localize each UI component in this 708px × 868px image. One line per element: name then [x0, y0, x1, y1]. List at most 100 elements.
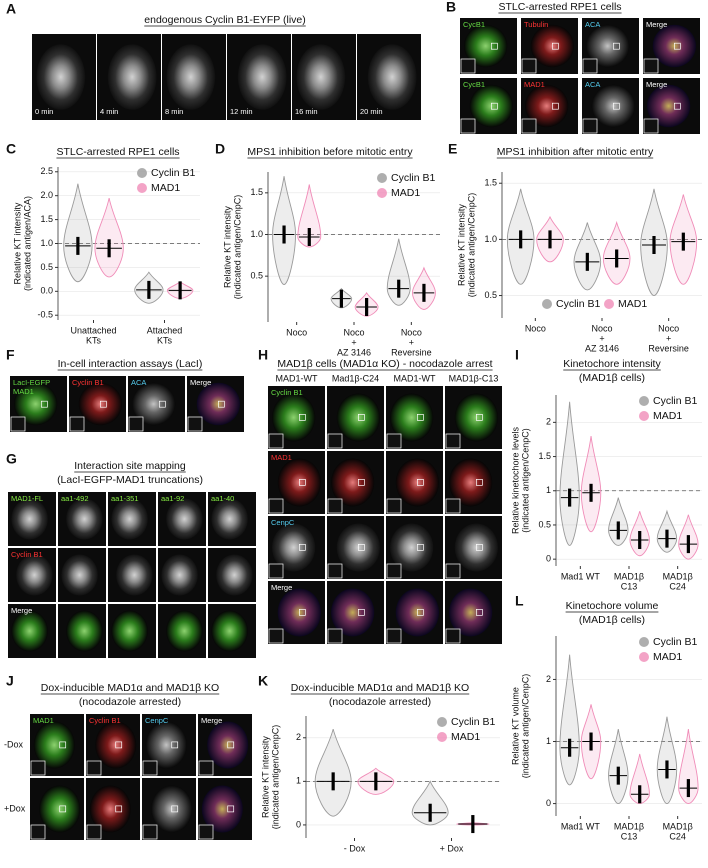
channel-caption: MAD1 [13, 387, 34, 396]
y-tick-label: 0.5 [40, 262, 53, 272]
inset-box [40, 400, 48, 408]
channel-caption: 16 min [295, 107, 318, 116]
inset [386, 498, 402, 514]
inset [187, 416, 203, 432]
cell-signal [36, 44, 86, 110]
cell-signal [330, 458, 375, 507]
y-tick-label: 0 [546, 554, 551, 564]
column-header: Mad1β-C24 [332, 373, 379, 383]
x-tick-label: Mad1 WT [561, 821, 601, 831]
inset-box [476, 608, 483, 616]
channel-caption: Cyclin B1 [271, 388, 303, 397]
cell-signal [585, 24, 630, 68]
cell-signal [296, 44, 346, 110]
inset [142, 760, 158, 776]
inset [69, 416, 85, 432]
legend-label: MAD1 [653, 651, 682, 663]
violin [678, 729, 699, 805]
cell-signal [33, 721, 75, 769]
inset-box [417, 608, 424, 616]
legend-swatch [137, 168, 147, 178]
panel-subtitle: (LacI-EGFP-MAD1 truncations) [57, 474, 203, 486]
inset-box [358, 543, 365, 551]
x-tick-label: C13 [621, 831, 638, 841]
channel-caption: CycB1 [463, 80, 485, 89]
inset-box [612, 42, 620, 50]
chart-subtitle: (MAD1β cells) [579, 614, 645, 626]
panel-title: Interaction site mapping [74, 460, 186, 472]
cell-signal [330, 588, 375, 637]
channel-caption: CycB1 [463, 20, 485, 29]
panel-label: F [6, 347, 15, 363]
x-tick-label: MAD1β [663, 821, 693, 831]
legend-swatch [137, 183, 147, 193]
channel-caption: aa1-351 [111, 494, 139, 503]
channel-caption: Cyclin B1 [72, 378, 104, 387]
y-axis-label: (indicated antigen/CenpC) [520, 674, 530, 779]
chart-subtitle: (nocodazole arrested) [329, 696, 431, 708]
inset-box [299, 543, 306, 551]
legend-swatch [639, 411, 649, 421]
chart-title: Kinetochore volume [566, 600, 659, 612]
cell-signal [271, 393, 316, 442]
channel-caption: Cyclin B1 [11, 550, 43, 559]
inset [327, 628, 343, 644]
x-tick-label: C24 [669, 581, 686, 591]
y-axis-label: Relative KT intensity [456, 204, 466, 286]
y-tick-label: 2 [546, 674, 551, 684]
y-axis-label: Relative KT volume [510, 687, 520, 765]
violin [608, 729, 629, 805]
y-tick-label: 1.5 [484, 178, 497, 188]
inset-box [227, 741, 235, 749]
column-header: MAD1-WT [276, 373, 318, 383]
inset-box [476, 543, 483, 551]
legend-label: MAD1 [451, 731, 480, 743]
cell-signal [161, 554, 198, 596]
channel-caption: ACA [585, 20, 600, 29]
x-tick-label: Unattached [70, 325, 116, 335]
legend-swatch [604, 299, 614, 309]
panel-title: MAD1β cells (MAD1α KO) - nocodazole arre… [277, 358, 492, 370]
inset-box [551, 42, 559, 50]
panel-title: endogenous Cyclin B1-EYFP (live) [144, 14, 305, 26]
cell-signal [13, 382, 58, 426]
y-axis-label: (indicated antigen/CenpC) [466, 193, 476, 298]
y-tick-label: 1.0 [40, 238, 53, 248]
cell-signal [211, 610, 248, 652]
inset-box [417, 414, 424, 421]
inset [30, 824, 46, 840]
inset-box [673, 42, 681, 50]
x-tick-label: + [351, 337, 356, 347]
inset [582, 58, 598, 74]
inset-box [299, 479, 306, 486]
x-tick-label: C13 [621, 581, 638, 591]
cell-signal [111, 610, 148, 652]
cell-signal [166, 44, 216, 110]
y-axis-label: Relative KT intensity [260, 736, 270, 818]
channel-caption: CenpC [271, 518, 295, 527]
inset-box [417, 479, 424, 486]
panel-label: G [6, 451, 17, 467]
channel-caption: MAD1 [524, 80, 545, 89]
column-header: MAD1β-C13 [449, 373, 499, 383]
x-tick-label: MAD1β [663, 571, 693, 581]
y-axis-label: Relative KT intensity [222, 206, 232, 288]
legend-swatch [437, 717, 447, 727]
channel-caption: Merge [646, 20, 667, 29]
y-tick-label: 1 [296, 776, 301, 786]
y-tick-label: 0.0 [40, 286, 53, 296]
inset-box [59, 741, 67, 749]
y-tick-label: 1 [546, 736, 551, 746]
inset [460, 118, 476, 134]
inset [268, 563, 284, 579]
cell-signal [367, 44, 417, 110]
inset [128, 416, 144, 432]
cell-signal [389, 393, 434, 442]
cell-signal [448, 588, 493, 637]
channel-caption: Merge [11, 606, 32, 615]
legend-label: Cyclin B1 [151, 167, 196, 179]
legend-label: Cyclin B1 [391, 172, 436, 184]
x-tick-label: + [409, 337, 414, 347]
channel-caption: 0 min [35, 107, 53, 116]
cell-signal [646, 84, 691, 128]
